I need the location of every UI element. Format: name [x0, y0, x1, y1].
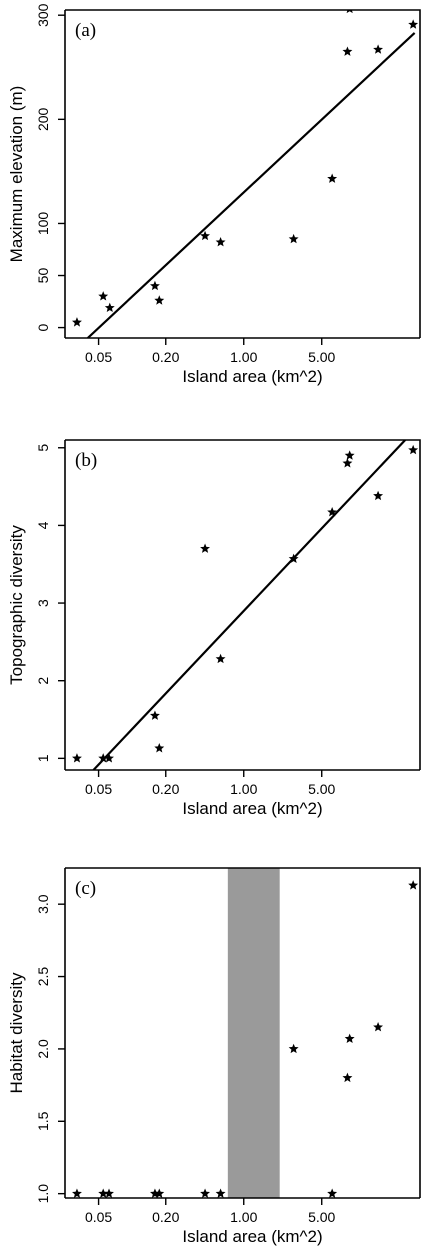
plot-frame	[65, 9, 421, 338]
plot-area	[72, 440, 419, 770]
data-point	[327, 507, 338, 517]
data-point	[150, 1188, 160, 1198]
panel-2: 0.05 0.20 1.00 5.00 Island area (km^2) 1 2 3 4 5 T…	[7, 439, 421, 818]
data-point	[327, 1188, 338, 1198]
data-point	[98, 291, 109, 301]
data-point	[72, 753, 82, 763]
data-point	[373, 1022, 384, 1032]
data-point	[72, 317, 82, 327]
data-point	[346, 10, 353, 14]
y-tick-label: 2.5	[35, 967, 51, 987]
data-point	[200, 1188, 210, 1198]
x-tick-label: 1.00	[230, 349, 257, 365]
y-tick-label: 50	[35, 268, 51, 284]
panel-label: (b)	[75, 450, 97, 471]
data-point	[327, 173, 338, 183]
data-point	[344, 450, 355, 460]
data-point	[150, 280, 160, 291]
y-tick-label: 0	[35, 323, 51, 331]
regression-line	[87, 32, 416, 338]
data-point	[200, 230, 210, 241]
x-tick-label: 5.00	[308, 349, 335, 365]
x-tick-label: 0.20	[152, 781, 179, 797]
y-tick-label: 4	[35, 521, 51, 529]
y-tick-label: 2.0	[35, 1039, 51, 1059]
data-point	[154, 743, 165, 753]
y-tick-label: 100	[35, 212, 51, 236]
data-point	[373, 490, 384, 501]
plot-frame	[65, 439, 421, 770]
data-point	[98, 1188, 109, 1198]
y-tick-label: 1	[35, 754, 51, 762]
data-point	[408, 444, 419, 455]
plot-area	[72, 10, 419, 338]
data-point	[150, 710, 160, 720]
x-tick-label: 0.05	[85, 349, 112, 365]
data-point	[408, 19, 419, 29]
y-tick-label: 1.0	[35, 1184, 51, 1204]
panel-1: 0.05 0.20 1.00 5.00 Island area (km^2) 0 50 100…	[7, 3, 421, 386]
y-tick-label: 1.5	[35, 1111, 51, 1131]
data-point	[200, 543, 210, 553]
x-tick-label: 1.00	[230, 781, 257, 797]
data-point	[154, 295, 165, 305]
data-point	[288, 1043, 299, 1054]
data-point	[342, 458, 353, 468]
data-point	[104, 302, 115, 313]
y-tick-label: 5	[35, 444, 51, 452]
data-point	[288, 553, 299, 564]
y-tick-label: 3.0	[35, 894, 51, 914]
data-point	[342, 1072, 353, 1083]
data-point	[344, 1033, 355, 1043]
panel-3: 0.05 0.20 1.00 5.00 Island area (km^2) 1.0 1.5…	[7, 867, 421, 1246]
x-axis-title: Island area (km^2)	[182, 367, 322, 386]
y-axis-title: Maximum elevation (m)	[7, 86, 26, 263]
x-tick-label: 0.05	[85, 1209, 112, 1225]
x-tick-label: 0.20	[152, 1209, 179, 1225]
panel-label: (c)	[75, 878, 96, 899]
plot-frame	[65, 867, 421, 1198]
data-point	[373, 44, 384, 54]
x-axis-title: Island area (km^2)	[182, 799, 322, 818]
x-tick-label: 0.20	[152, 349, 179, 365]
data-point	[288, 233, 299, 244]
data-point	[215, 653, 226, 664]
plot-area	[72, 868, 419, 1198]
x-tick-label: 0.05	[85, 781, 112, 797]
y-axis-title: Habitat diversity	[7, 972, 26, 1093]
panel-label: (a)	[75, 20, 96, 41]
data-point	[98, 753, 109, 763]
y-tick-label: 2	[35, 677, 51, 685]
x-tick-label: 5.00	[308, 781, 335, 797]
data-point	[342, 46, 353, 56]
y-tick-label: 300	[35, 3, 51, 27]
data-point	[72, 1188, 82, 1198]
data-point	[408, 880, 419, 890]
y-tick-label: 200	[35, 107, 51, 131]
data-point	[104, 1188, 114, 1198]
data-point	[104, 753, 114, 763]
shaded-band	[227, 868, 280, 1198]
x-tick-label: 5.00	[308, 1209, 335, 1225]
x-tick-label: 1.00	[230, 1209, 257, 1225]
regression-line	[92, 440, 407, 770]
x-axis-title: Island area (km^2)	[182, 1227, 322, 1246]
data-point	[215, 237, 226, 247]
y-axis-title: Topographic diversity	[7, 525, 26, 685]
data-point	[154, 1188, 165, 1198]
y-tick-label: 3	[35, 599, 51, 607]
data-point	[215, 1188, 226, 1198]
